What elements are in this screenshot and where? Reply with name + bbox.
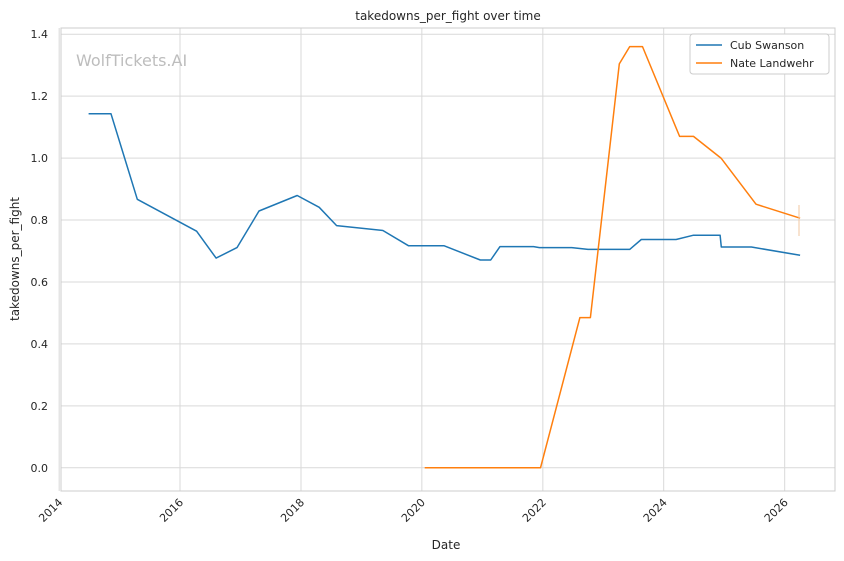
y-tick-label: 1.0 — [31, 152, 49, 165]
y-tick-label: 1.4 — [31, 28, 49, 41]
x-axis-label: Date — [432, 538, 461, 552]
y-tick-label: 0.4 — [31, 338, 49, 351]
y-tick-label: 0.0 — [31, 462, 49, 475]
plot-area — [61, 28, 835, 491]
series-layer — [88, 45, 801, 469]
series-line-cub-swanson — [88, 113, 801, 261]
grid-lines — [58, 28, 835, 491]
legend-box — [689, 33, 830, 75]
series-line-nate-landwehr — [424, 45, 801, 469]
legend-label-cub-swanson: Cub Swanson — [730, 39, 804, 52]
y-tick-label: 1.2 — [31, 90, 49, 103]
y-tick-label: 0.2 — [31, 400, 49, 413]
legend: Cub Swanson Nate Landwehr — [689, 33, 830, 75]
plot-frame — [60, 27, 836, 492]
y-tick-label: 0.6 — [31, 276, 49, 289]
y-axis-label: takedowns_per_fight — [8, 197, 22, 321]
y-tick-label: 0.8 — [31, 214, 49, 227]
legend-label-nate-landwehr: Nate Landwehr — [730, 57, 814, 70]
watermark: WolfTickets.AI — [76, 51, 187, 70]
y-axis-ticks: 0.0 0.2 0.4 0.6 0.8 1.0 1.2 1.4 — [31, 28, 49, 475]
chart-title: takedowns_per_fight over time — [355, 9, 541, 23]
